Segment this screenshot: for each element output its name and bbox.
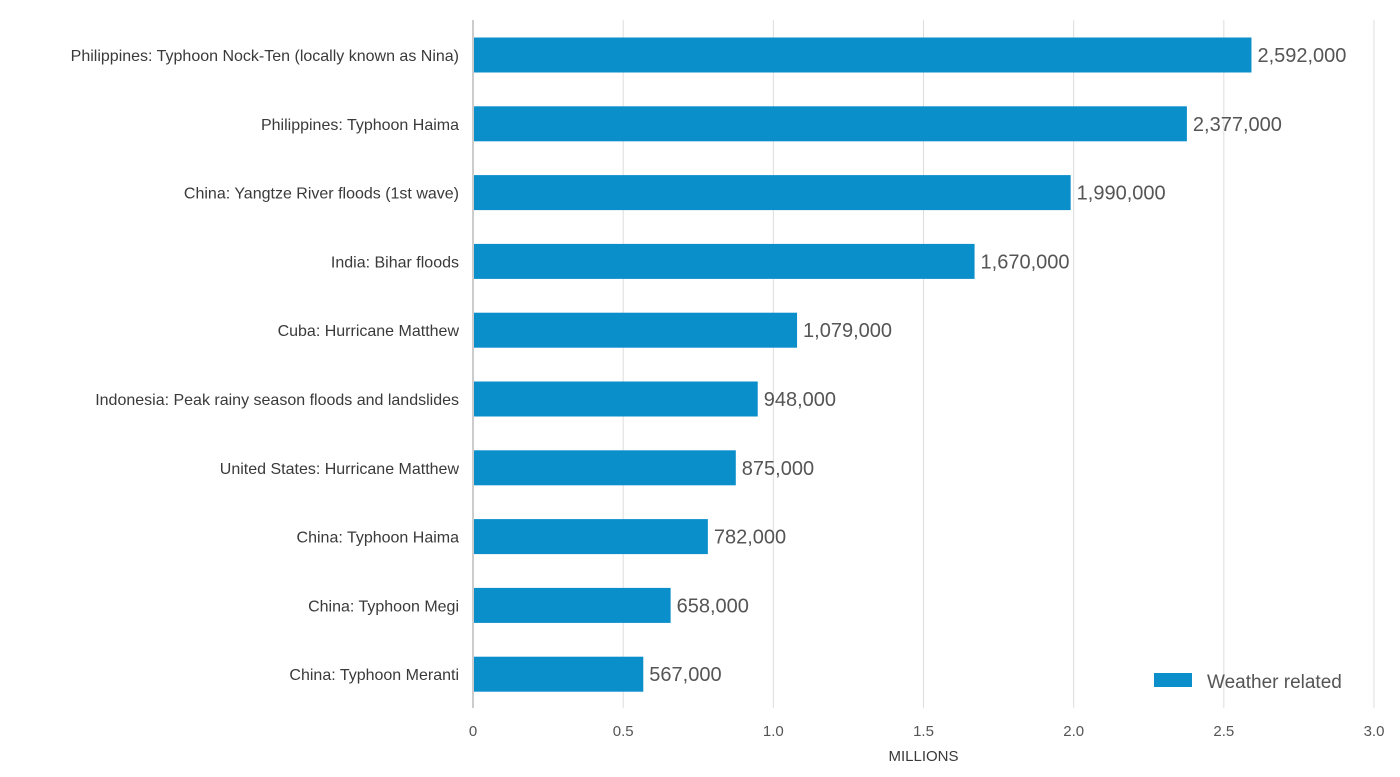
value-label: 948,000 bbox=[764, 389, 836, 411]
bar bbox=[474, 243, 975, 279]
value-label: 567,000 bbox=[649, 664, 721, 686]
bar bbox=[474, 106, 1187, 142]
value-label: 782,000 bbox=[714, 527, 786, 549]
value-label: 2,377,000 bbox=[1193, 114, 1282, 136]
bar bbox=[474, 37, 1252, 73]
legend-label: Weather related bbox=[1207, 672, 1342, 693]
value-label: 2,592,000 bbox=[1257, 45, 1346, 67]
x-tick-label: 1.0 bbox=[763, 723, 784, 740]
legend: Weather related bbox=[1154, 672, 1342, 693]
x-tick-label: 1.5 bbox=[913, 723, 934, 740]
category-label: China: Yangtze River floods (1st wave) bbox=[184, 186, 459, 203]
value-label: 1,990,000 bbox=[1077, 183, 1166, 205]
value-labels: 2,592,000 2,377,000 1,990,000 1,670,000 1,07… bbox=[649, 45, 1346, 686]
legend-swatch bbox=[1154, 673, 1192, 687]
x-tick-label: 3.0 bbox=[1364, 723, 1385, 740]
category-label: Philippines: Typhoon Haima bbox=[261, 117, 459, 134]
category-label: Indonesia: Peak rainy season floods and … bbox=[95, 392, 459, 409]
bar bbox=[474, 381, 758, 417]
value-label: 875,000 bbox=[742, 458, 814, 480]
category-label: China: Typhoon Meranti bbox=[289, 667, 459, 684]
category-labels: Philippines: Typhoon Nock-Ten (locally k… bbox=[71, 48, 460, 684]
category-label: China: Typhoon Megi bbox=[308, 598, 459, 615]
bar bbox=[474, 519, 708, 555]
bar bbox=[474, 450, 736, 486]
x-tick-label: 0 bbox=[469, 723, 477, 740]
value-label: 1,079,000 bbox=[803, 320, 892, 342]
value-label: 1,670,000 bbox=[981, 251, 1070, 273]
bar bbox=[474, 656, 644, 692]
x-axis-title: MILLIONS bbox=[888, 748, 958, 765]
category-label: China: Typhoon Haima bbox=[297, 530, 460, 547]
x-tick-label: 2.0 bbox=[1063, 723, 1084, 740]
x-tick-label: 2.5 bbox=[1213, 723, 1234, 740]
category-label: Philippines: Typhoon Nock-Ten (locally k… bbox=[71, 48, 459, 65]
value-label: 658,000 bbox=[677, 595, 749, 617]
bar bbox=[474, 312, 798, 348]
category-label: Cuba: Hurricane Matthew bbox=[278, 323, 460, 340]
x-axis-ticks: 0 0.5 1.0 1.5 2.0 2.5 3.0 bbox=[469, 723, 1385, 740]
category-label: United States: Hurricane Matthew bbox=[220, 461, 460, 478]
x-tick-label: 0.5 bbox=[613, 723, 634, 740]
bar bbox=[474, 587, 671, 623]
category-label: India: Bihar floods bbox=[331, 254, 459, 271]
bar bbox=[474, 175, 1071, 211]
bars bbox=[474, 37, 1252, 692]
